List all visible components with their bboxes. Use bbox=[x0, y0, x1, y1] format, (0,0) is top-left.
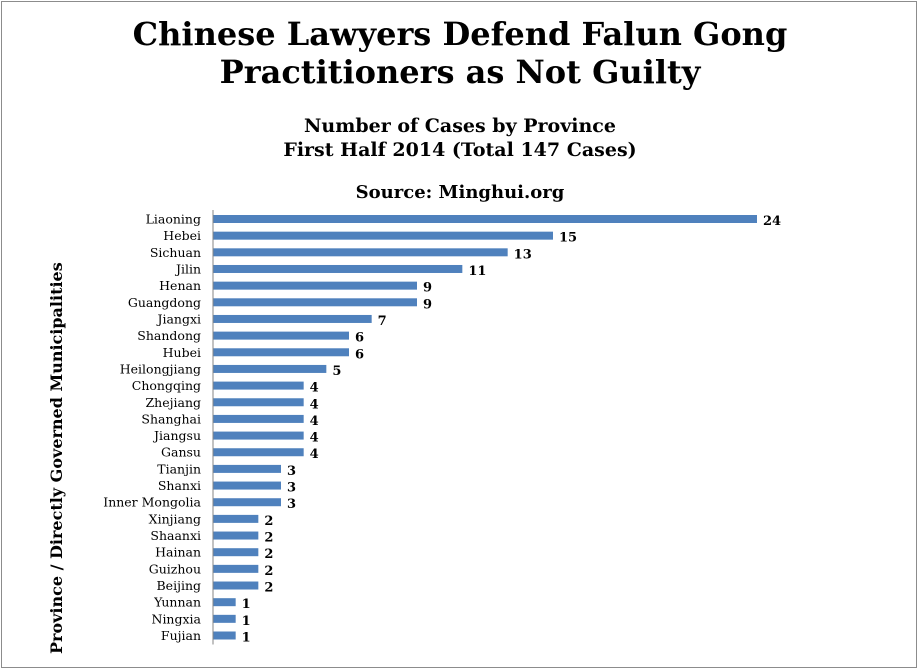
bar-ningxia bbox=[213, 614, 236, 623]
value-label-fujian: 1 bbox=[242, 631, 251, 646]
bar-liaoning bbox=[213, 215, 757, 223]
category-label-gansu: Gansu bbox=[161, 445, 201, 460]
bar-gansu bbox=[213, 448, 304, 457]
value-label-inner-mongolia: 3 bbox=[287, 497, 296, 512]
category-label-shaanxi: Shaanxi bbox=[150, 528, 201, 543]
category-label-shandong: Shandong bbox=[137, 328, 201, 343]
value-label-jilin: 11 bbox=[468, 264, 486, 279]
value-label-heilongjiang: 5 bbox=[332, 364, 341, 379]
category-label-liaoning: Liaoning bbox=[146, 212, 201, 227]
category-label-ningxia: Ningxia bbox=[152, 611, 202, 626]
bar-jiangsu bbox=[213, 431, 304, 440]
category-label-hainan: Hainan bbox=[155, 545, 201, 560]
category-label-jiangsu: Jiangsu bbox=[152, 428, 201, 443]
bar-hainan bbox=[213, 548, 259, 557]
bar-xinjiang bbox=[213, 514, 259, 523]
category-label-tianjin: Tianjin bbox=[157, 461, 201, 476]
category-label-yunnan: Yunnan bbox=[153, 595, 201, 610]
bar-henan bbox=[213, 281, 417, 290]
value-label-liaoning: 24 bbox=[763, 214, 781, 229]
bar-shanghai bbox=[213, 414, 304, 423]
chart-subtitle-line-1: Number of Cases by Province bbox=[304, 115, 616, 137]
category-label-xinjiang: Xinjiang bbox=[149, 511, 201, 526]
value-label-shanghai: 4 bbox=[310, 414, 319, 429]
value-label-sichuan: 13 bbox=[514, 247, 532, 262]
bar-shandong bbox=[213, 331, 349, 340]
category-label-zhejiang: Zhejiang bbox=[145, 395, 201, 410]
bar-inner-mongolia bbox=[213, 498, 281, 507]
category-label-chongqing: Chongqing bbox=[132, 378, 201, 393]
bar-shanxi bbox=[213, 481, 281, 490]
value-label-jiangsu: 4 bbox=[310, 431, 319, 446]
bar-fujian bbox=[213, 631, 236, 640]
bar-guizhou bbox=[213, 564, 259, 573]
bar-jilin bbox=[213, 264, 463, 273]
value-label-ningxia: 1 bbox=[242, 614, 251, 629]
bar-tianjin bbox=[213, 464, 281, 473]
bar-hebei bbox=[213, 231, 553, 240]
category-label-shanxi: Shanxi bbox=[158, 478, 201, 493]
chart-source: Source: Minghui.org bbox=[355, 182, 565, 203]
chart-title-line-2: Practitioners as Not Guilty bbox=[219, 53, 701, 91]
category-label-beijing: Beijing bbox=[156, 578, 201, 593]
category-label-sichuan: Sichuan bbox=[150, 245, 201, 260]
bar-beijing bbox=[213, 581, 259, 590]
category-label-shanghai: Shanghai bbox=[141, 411, 201, 426]
value-label-guangdong: 9 bbox=[423, 297, 432, 312]
bars-group bbox=[213, 215, 757, 640]
bar-hubei bbox=[213, 348, 349, 357]
category-label-jiangxi: Jiangxi bbox=[155, 311, 201, 326]
value-label-tianjin: 3 bbox=[287, 464, 296, 479]
bar-guangdong bbox=[213, 298, 417, 307]
value-label-shaanxi: 2 bbox=[264, 531, 273, 546]
category-label-fujian: Fujian bbox=[161, 628, 201, 643]
value-label-beijing: 2 bbox=[264, 581, 273, 596]
category-label-guangdong: Guangdong bbox=[128, 295, 201, 310]
value-label-shanxi: 3 bbox=[287, 481, 296, 496]
value-label-hebei: 15 bbox=[559, 231, 577, 246]
category-label-guizhou: Guizhou bbox=[149, 561, 201, 576]
value-label-shandong: 6 bbox=[355, 331, 364, 346]
bar-jiangxi bbox=[213, 314, 372, 323]
category-label-hebei: Hebei bbox=[163, 228, 201, 243]
category-label-henan: Henan bbox=[159, 278, 201, 293]
bar-shaanxi bbox=[213, 531, 259, 540]
value-label-guizhou: 2 bbox=[264, 564, 273, 579]
value-label-henan: 9 bbox=[423, 281, 432, 296]
value-label-chongqing: 4 bbox=[310, 381, 319, 396]
bar-sichuan bbox=[213, 248, 508, 257]
value-label-hainan: 2 bbox=[264, 547, 273, 562]
chart-title-line-1: Chinese Lawyers Defend Falun Gong bbox=[132, 15, 788, 53]
bar-yunnan bbox=[213, 598, 236, 607]
category-label-hubei: Hubei bbox=[163, 345, 201, 360]
value-label-yunnan: 1 bbox=[242, 597, 251, 612]
value-label-xinjiang: 2 bbox=[264, 514, 273, 529]
value-label-gansu: 4 bbox=[310, 447, 319, 462]
bar-heilongjiang bbox=[213, 364, 327, 373]
category-label-jilin: Jilin bbox=[174, 261, 201, 276]
bar-zhejiang bbox=[213, 398, 304, 407]
value-label-jiangxi: 7 bbox=[378, 314, 387, 329]
category-label-inner-mongolia: Inner Mongolia bbox=[103, 495, 201, 510]
bar-chongqing bbox=[213, 381, 304, 390]
value-label-hubei: 6 bbox=[355, 347, 364, 362]
category-label-heilongjiang: Heilongjiang bbox=[120, 361, 201, 376]
chart-subtitle-line-2: First Half 2014 (Total 147 Cases) bbox=[283, 139, 637, 161]
value-label-zhejiang: 4 bbox=[310, 397, 319, 412]
category-labels: LiaoningHebeiSichuanJilinHenanGuangdongJ… bbox=[103, 212, 201, 644]
